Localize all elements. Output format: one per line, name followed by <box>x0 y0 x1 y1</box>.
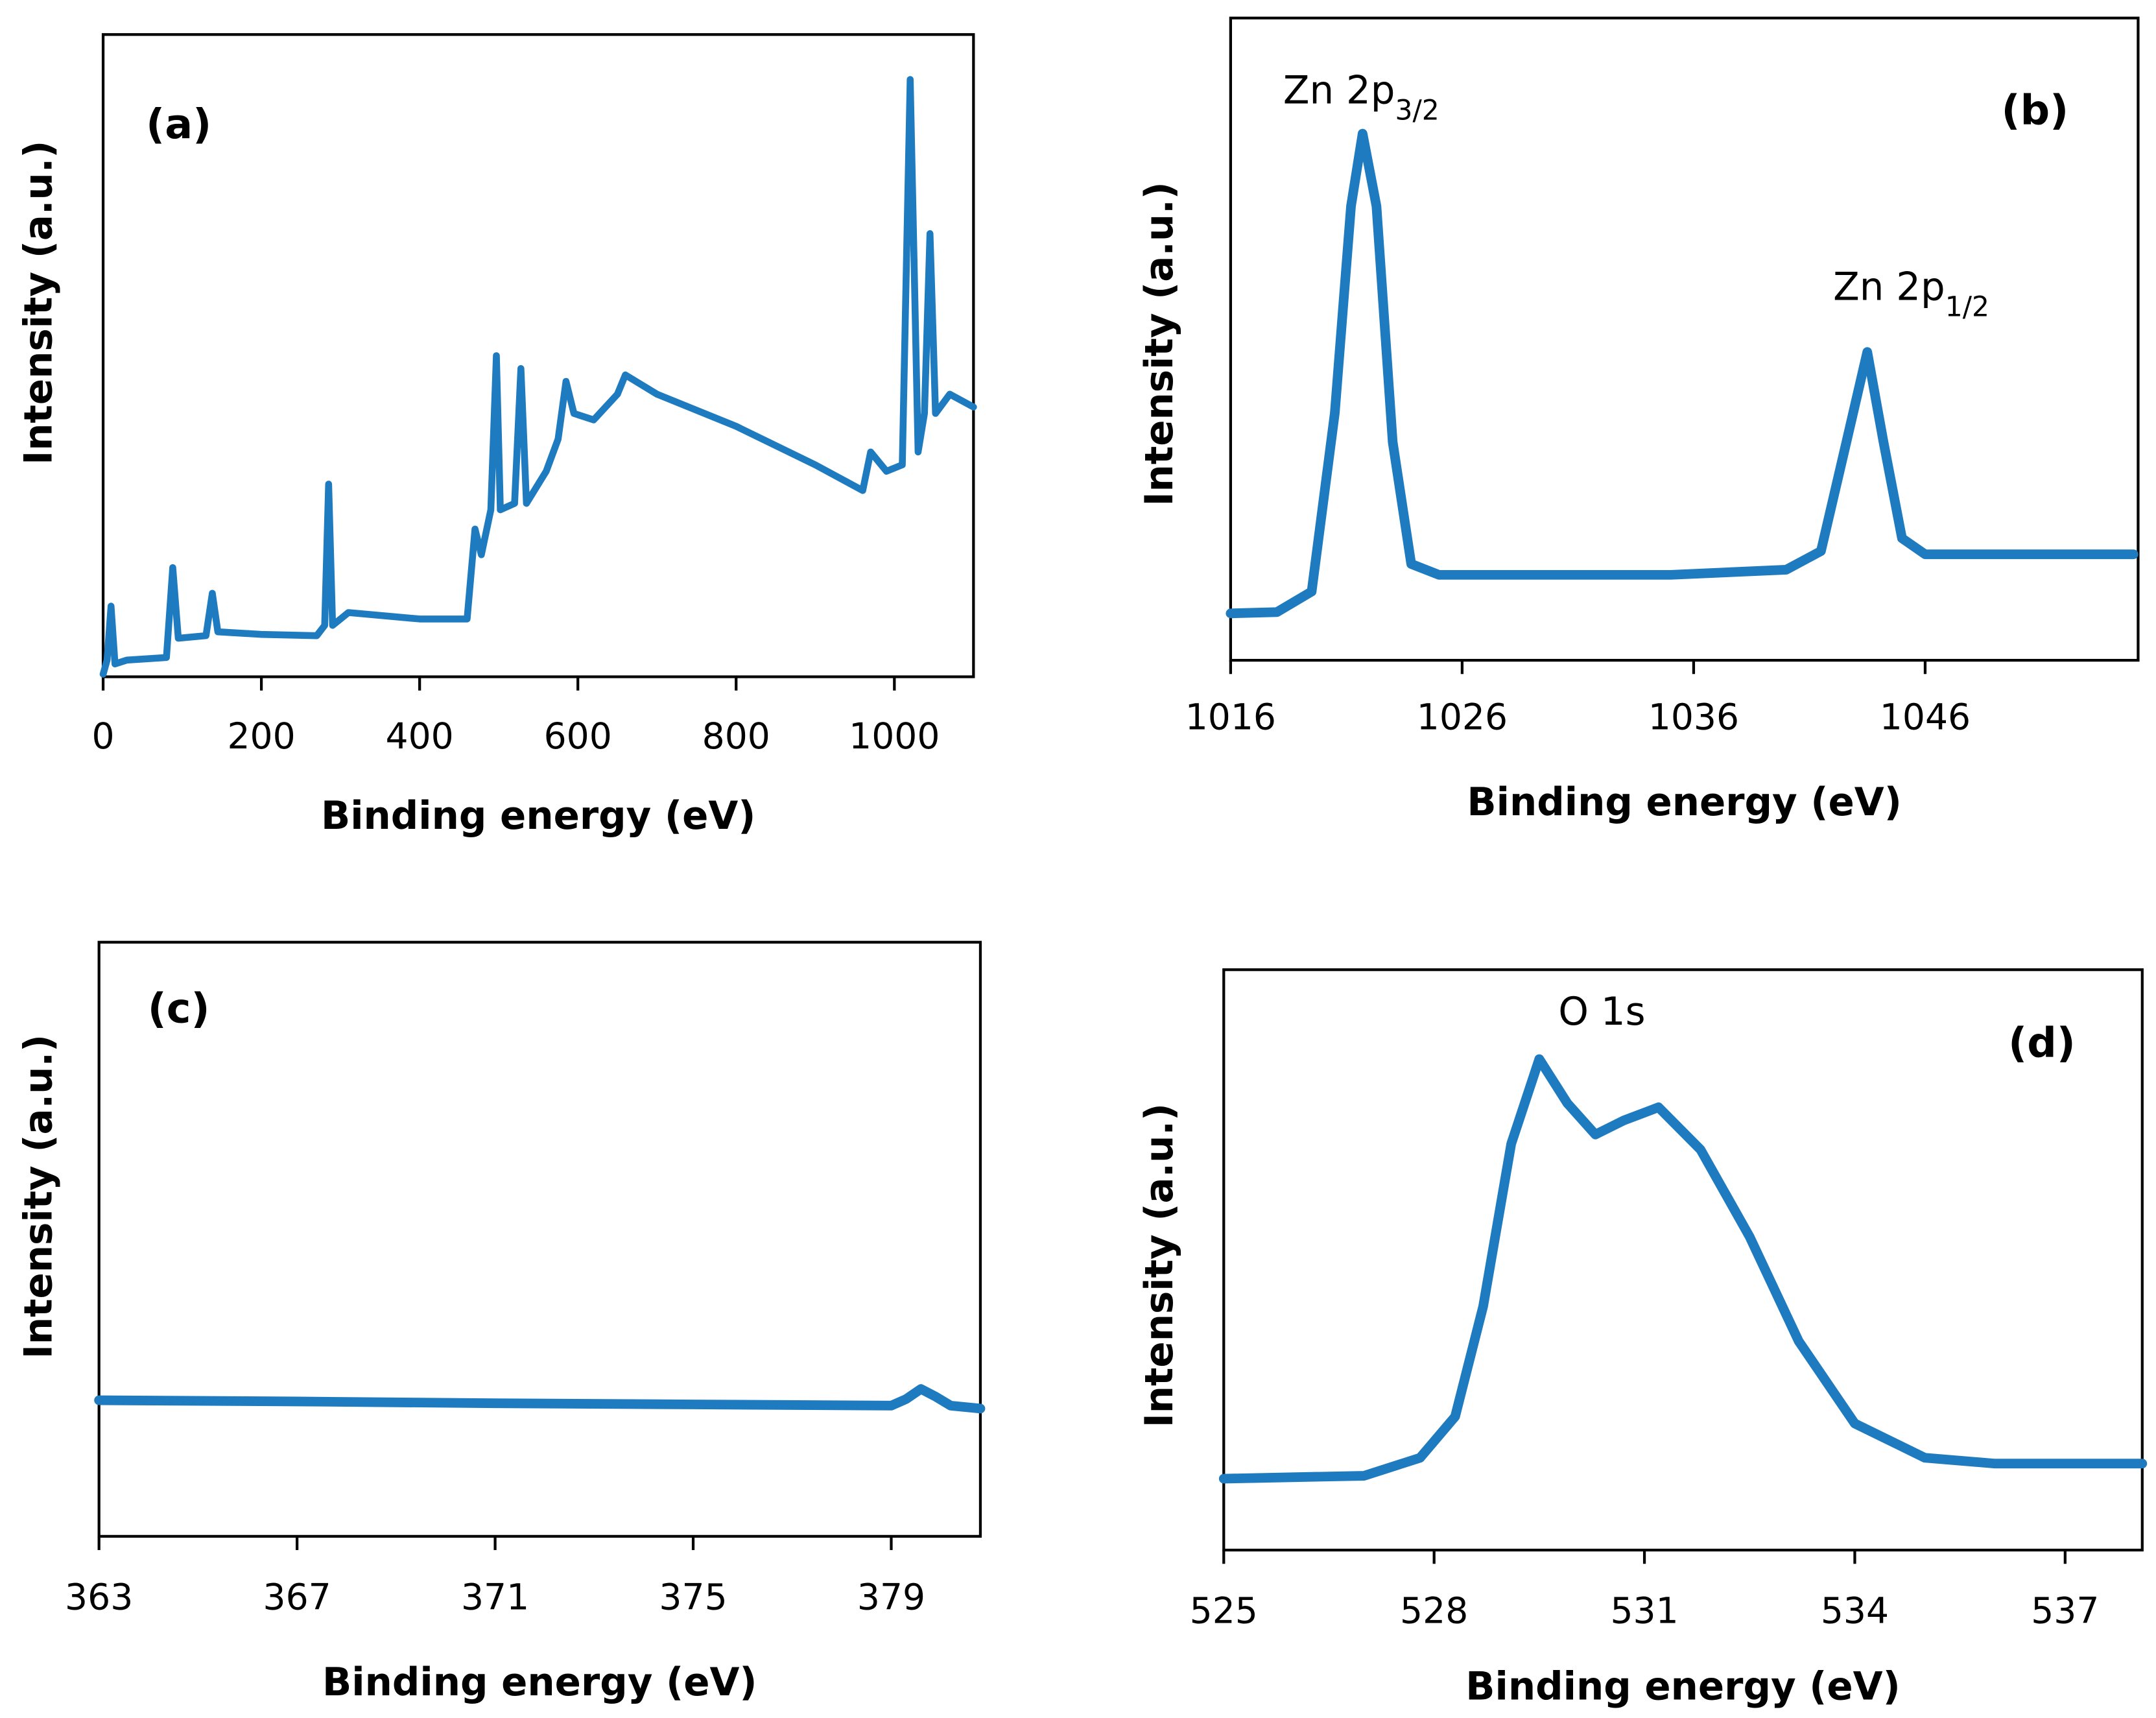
peak-label: Zn 2p3/2 <box>1283 68 1439 126</box>
x-tick-label: 375 <box>659 1577 727 1619</box>
peak-label: Zn 2p1/2 <box>1833 265 1989 324</box>
x-tick-label: 534 <box>1821 1591 1889 1632</box>
plot-frame <box>97 940 982 1538</box>
x-axis-label: Binding energy (eV) <box>322 1660 757 1705</box>
x-axis-label: Binding energy (eV) <box>1467 780 1901 825</box>
x-tick-label: 400 <box>386 716 454 758</box>
plot-frame <box>101 33 975 678</box>
x-tick-label: 363 <box>65 1577 133 1619</box>
x-tick-label: 0 <box>92 716 115 758</box>
x-tick-label: 600 <box>544 716 612 758</box>
y-axis-label: Intensity (a.u.) <box>1137 1103 1182 1427</box>
x-axis-label: Binding energy (eV) <box>1465 1664 1900 1709</box>
x-tick-label: 537 <box>2031 1591 2099 1632</box>
x-tick-label: 800 <box>702 716 770 758</box>
peak-label-text: Zn 2p <box>1833 265 1945 310</box>
x-tick-label: 528 <box>1400 1591 1468 1632</box>
x-tick-label: 379 <box>857 1577 925 1619</box>
x-tick-label: 200 <box>227 716 295 758</box>
x-axis-label: Binding energy (eV) <box>321 794 755 839</box>
x-tick-label: 1046 <box>1880 697 1971 738</box>
data-line <box>94 1384 986 1414</box>
panel-label: (b) <box>2002 87 2069 135</box>
x-tick-label: 1026 <box>1417 697 1508 738</box>
x-tick-label: 1016 <box>1185 697 1276 738</box>
x-tick-label: 367 <box>263 1577 331 1619</box>
peak-label-subscript: 1/2 <box>1945 291 1989 323</box>
y-axis-label: Intensity (a.u.) <box>17 1034 62 1359</box>
plot-frame <box>1222 968 2144 1552</box>
data-line <box>1226 128 2138 619</box>
x-tick-label: 525 <box>1190 1591 1258 1632</box>
y-axis-label: Intensity (a.u.) <box>1137 182 1182 506</box>
x-tick-label: 371 <box>461 1577 529 1619</box>
data-line <box>99 76 977 678</box>
panel-label: (c) <box>148 984 210 1032</box>
panel-label: (d) <box>2008 1019 2076 1067</box>
y-axis-label: Intensity (a.u.) <box>17 141 62 465</box>
x-tick-label: 1000 <box>849 716 940 758</box>
plot-frame <box>1229 16 2140 662</box>
x-tick-label: 1036 <box>1648 697 1739 738</box>
peak-label: O 1s <box>1558 990 1645 1034</box>
peak-label-text: Zn 2p <box>1283 68 1395 113</box>
x-tick-label: 531 <box>1610 1591 1678 1632</box>
peak-label-text: O 1s <box>1558 990 1645 1034</box>
peak-label-subscript: 3/2 <box>1395 95 1439 126</box>
panel-label: (a) <box>146 101 211 149</box>
data-line <box>1218 1054 2148 1484</box>
